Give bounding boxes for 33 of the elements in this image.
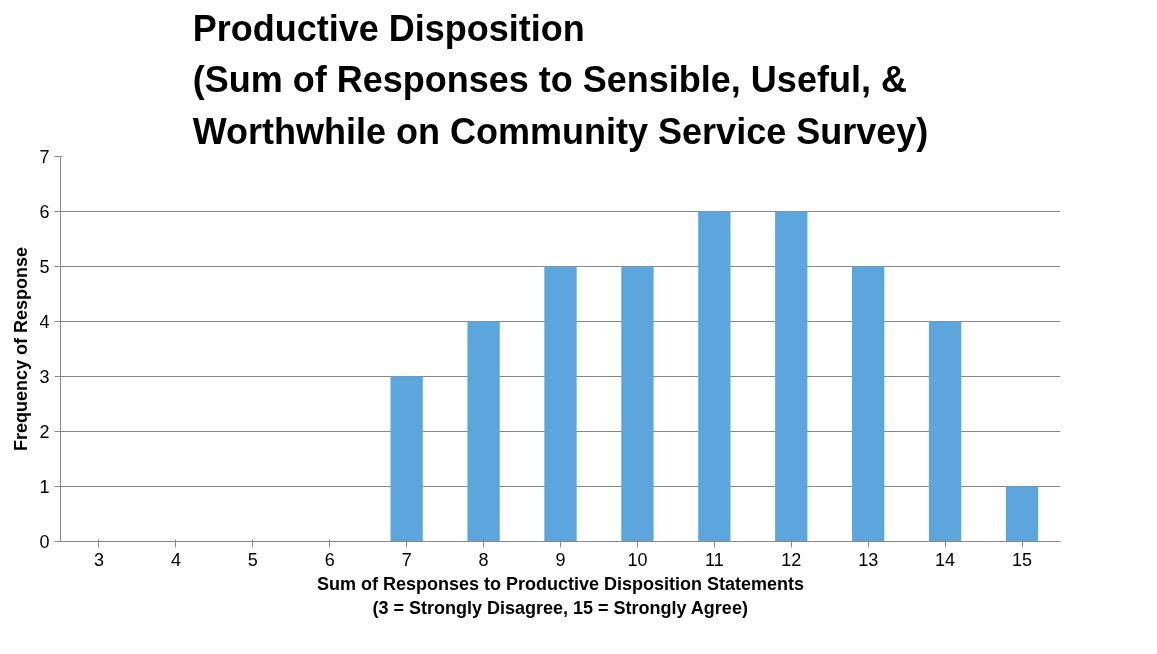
y-tick-label: 0 [39, 532, 50, 552]
x-tick-label: 11 [705, 549, 724, 570]
bar [467, 321, 500, 542]
y-tick-label: 1 [39, 477, 50, 497]
x-tick-label: 4 [170, 549, 181, 570]
x-tick-label: 13 [858, 549, 879, 570]
y-tick-label: 2 [39, 422, 50, 442]
x-tick-label: 5 [247, 549, 258, 570]
x-tick-label: 7 [401, 549, 412, 570]
x-tick-label: 6 [324, 549, 335, 570]
y-tick-label: 6 [39, 202, 50, 222]
y-tick-label: 5 [39, 257, 50, 277]
bar [775, 211, 808, 542]
y-tick-label: 3 [39, 367, 50, 387]
x-tick-label: 9 [555, 549, 566, 570]
x-axis-title: Sum of Responses to Productive Disposition Statements (3 = Strongly Disagree, 15 = Strongly Agree) [316, 573, 805, 618]
bar [698, 211, 731, 542]
x-tick-label: 12 [781, 549, 802, 570]
bar [621, 266, 654, 542]
x-tick-label: 14 [935, 549, 956, 570]
x-tick-label: 15 [1012, 549, 1033, 570]
y-tick-label: 4 [39, 312, 50, 332]
bar [544, 266, 577, 542]
x-tick-label: 8 [478, 549, 489, 570]
bar [852, 266, 885, 542]
x-tick-label: 10 [627, 549, 648, 570]
y-tick-label: 7 [39, 147, 50, 167]
x-tick-label: 3 [93, 549, 104, 570]
bar [1005, 486, 1039, 542]
y-axis-title: Frequency of Response [11, 246, 32, 452]
chart-title: Productive Disposition (Sum of Responses to Sensible, Useful, & Worthwhile on Community Service Survey) [192, 8, 929, 152]
bar [928, 321, 962, 542]
bar [390, 376, 423, 542]
